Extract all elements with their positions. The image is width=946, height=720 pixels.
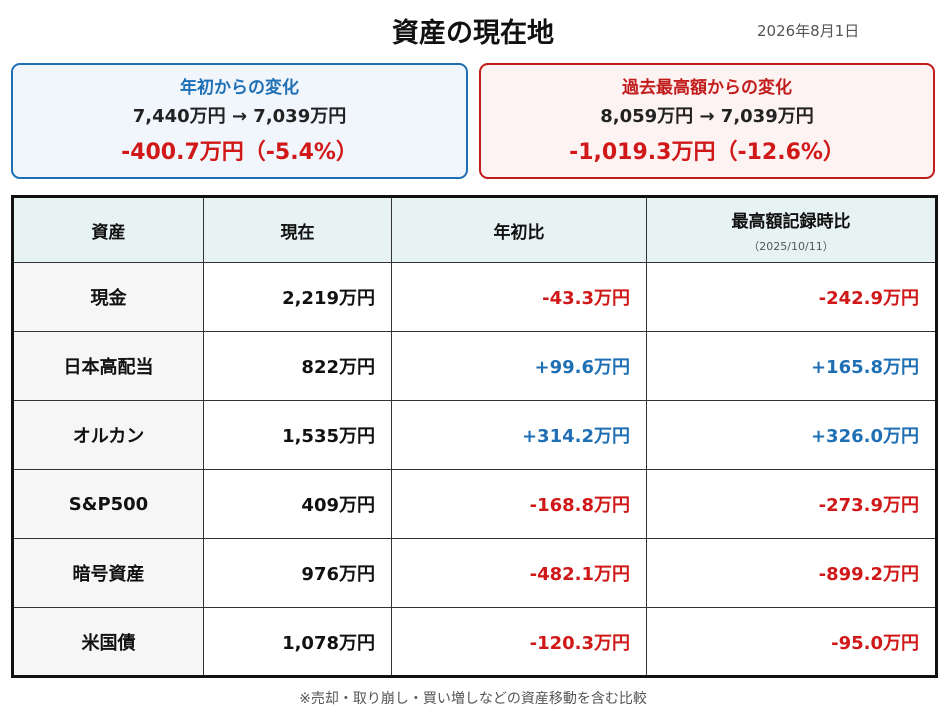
asset-table: 資産 現在 年初比 最高額記録時比 （2025/10/11） 現金 2,219万…	[11, 195, 938, 678]
ytd-change-cell: +314.2万円	[391, 400, 647, 470]
peak-change-cell: -95.0万円	[646, 607, 937, 677]
header-peak: 最高額記録時比 （2025/10/11）	[646, 196, 937, 263]
ytd-change-cell: -120.3万円	[391, 607, 647, 677]
ytd-card-change: -400.7万円（-5.4%）	[121, 140, 358, 165]
peak-change-cell: -899.2万円	[646, 538, 937, 608]
asset-name-cell: 米国債	[12, 607, 204, 677]
table-row: 現金 2,219万円 -43.3万円 -242.9万円	[12, 262, 937, 332]
header-current: 現在	[203, 196, 392, 263]
peak-card-change: -1,019.3万円（-12.6%）	[569, 140, 845, 165]
asset-name-cell: 暗号資産	[12, 538, 204, 608]
current-value-cell: 1,535万円	[203, 400, 392, 470]
ytd-change-cell: -168.8万円	[391, 469, 647, 539]
footnote: ※売却・取り崩し・買い増しなどの資産移動を含む比較	[299, 691, 647, 707]
current-value-cell: 2,219万円	[203, 262, 392, 332]
page-title: 資産の現在地	[392, 18, 554, 49]
table-row: 暗号資産 976万円 -482.1万円 -899.2万円	[12, 538, 937, 608]
table-row: オルカン 1,535万円 +314.2万円 +326.0万円	[12, 400, 937, 470]
current-value-cell: 1,078万円	[203, 607, 392, 677]
asset-name-cell: オルカン	[12, 400, 204, 470]
ytd-change-cell: -43.3万円	[391, 262, 647, 332]
peak-card-range: 8,059万円 → 7,039万円	[600, 106, 814, 127]
table-row: 米国債 1,078万円 -120.3万円 -95.0万円	[12, 607, 937, 677]
header-ytd: 年初比	[391, 196, 647, 263]
report-date: 2026年8月1日	[757, 22, 860, 40]
header-asset: 資産	[12, 196, 204, 263]
peak-change-cell: +326.0万円	[646, 400, 937, 470]
ytd-change-card: 年初からの変化 7,440万円 → 7,039万円 -400.7万円（-5.4%…	[11, 63, 468, 179]
ytd-change-cell: +99.6万円	[391, 331, 647, 401]
peak-change-cell: -273.9万円	[646, 469, 937, 539]
table-header-row: 資産 現在 年初比 最高額記録時比 （2025/10/11）	[12, 196, 937, 263]
header-peak-label: 最高額記録時比	[731, 211, 851, 232]
ytd-card-title: 年初からの変化	[180, 78, 299, 98]
table-row: S&P500 409万円 -168.8万円 -273.9万円	[12, 469, 937, 539]
asset-name-cell: 日本高配当	[12, 331, 204, 401]
header-peak-date: （2025/10/11）	[748, 239, 834, 253]
table-row: 日本高配当 822万円 +99.6万円 +165.8万円	[12, 331, 937, 401]
peak-change-cell: -242.9万円	[646, 262, 937, 332]
current-value-cell: 976万円	[203, 538, 392, 608]
peak-change-card: 過去最高額からの変化 8,059万円 → 7,039万円 -1,019.3万円（…	[479, 63, 935, 179]
peak-card-title: 過去最高額からの変化	[622, 78, 792, 98]
current-value-cell: 409万円	[203, 469, 392, 539]
peak-change-cell: +165.8万円	[646, 331, 937, 401]
asset-name-cell: S&P500	[12, 469, 204, 539]
ytd-card-range: 7,440万円 → 7,039万円	[132, 106, 347, 127]
ytd-change-cell: -482.1万円	[391, 538, 647, 608]
current-value-cell: 822万円	[203, 331, 392, 401]
asset-name-cell: 現金	[12, 262, 204, 332]
